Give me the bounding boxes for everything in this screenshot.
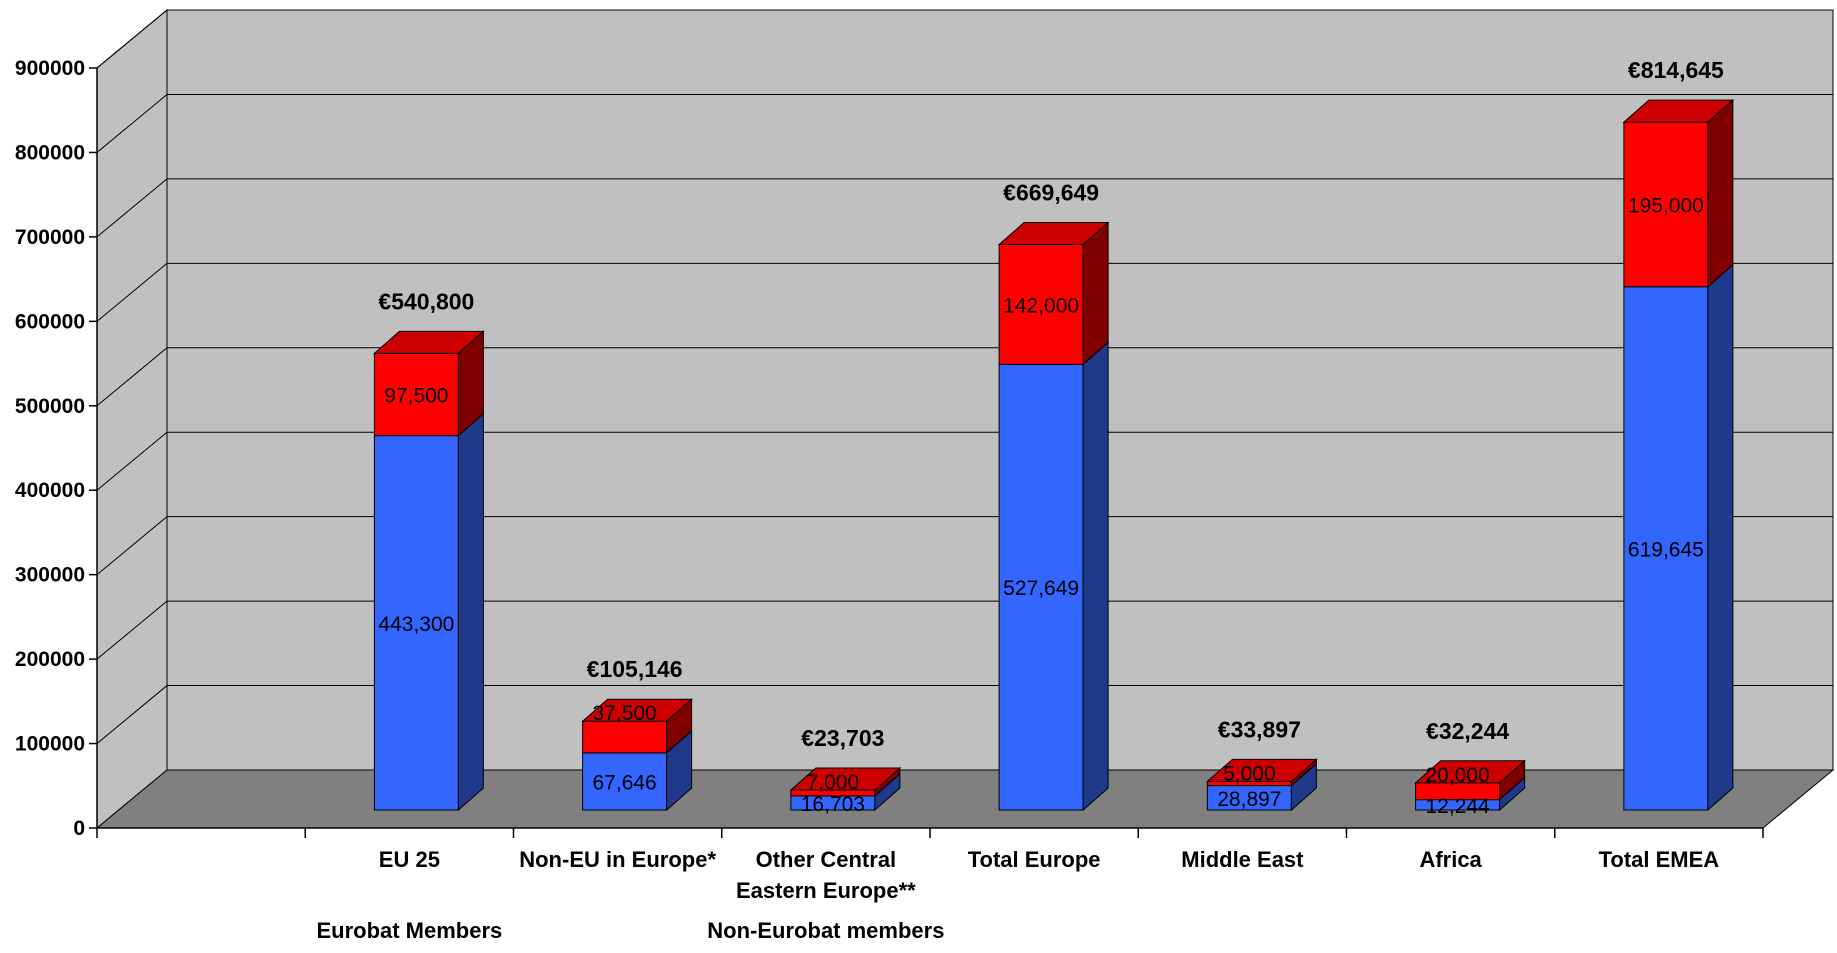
- total-label: €540,800: [378, 288, 474, 314]
- bar-top-series-2: [997, 222, 1110, 246]
- gridline: [96, 9, 1833, 69]
- x-tick-label: EU 25: [379, 847, 440, 872]
- total-label: €32,244: [1426, 718, 1509, 744]
- gridlines: [96, 9, 1833, 744]
- x-tick-label: Non-EU in Europe*: [519, 847, 716, 872]
- data-label-series-1: 16,703: [801, 793, 865, 816]
- gridline: [96, 262, 1833, 322]
- total-label: €814,645: [1628, 57, 1724, 83]
- x-tick-label: Other Central: [756, 847, 897, 872]
- bar-top-series-2: [1622, 99, 1735, 123]
- bar-top-series-2: [373, 330, 485, 354]
- bar-segment-series-1: [1206, 785, 1292, 811]
- x-tick-label: Africa: [1419, 847, 1482, 872]
- bar-side-series-2: [1707, 98, 1734, 288]
- data-label-series-2: 7,000: [807, 771, 860, 794]
- data-label-series-1: 12,244: [1426, 795, 1491, 818]
- axes: 0 100000 200000 300000 400000 500000 600000 700…: [15, 57, 1764, 943]
- gridline: [96, 93, 1833, 153]
- bar-segment-series-2: [998, 244, 1084, 365]
- data-label-series-2: 20,000: [1426, 764, 1490, 787]
- bar-top-series-2: [581, 698, 693, 722]
- group-label: Eurobat Members: [316, 918, 502, 943]
- x-tick-label: Middle East: [1181, 847, 1304, 872]
- data-label-series-2: 142,000: [1003, 294, 1079, 317]
- bar-top-series-2: [789, 767, 902, 791]
- gridline: [96, 431, 1833, 491]
- x-tick-label: Eastern Europe**: [736, 878, 916, 903]
- chart-walls: [95, 8, 1835, 830]
- bar-segment-series-2: [373, 352, 459, 437]
- gridline: [96, 600, 1833, 660]
- gridline: [96, 347, 1833, 407]
- group-label: Non-Eurobat members: [707, 918, 944, 943]
- bar-segment-series-1: [998, 363, 1084, 811]
- bar-side-series-1: [1707, 263, 1734, 812]
- data-label-series-2: 97,500: [384, 384, 448, 407]
- data-label-series-1: 67,646: [593, 771, 657, 794]
- y-tick-label: 400000: [15, 479, 85, 502]
- y-tick-label: 300000: [15, 564, 85, 587]
- bar-segment-series-1: [1623, 286, 1709, 811]
- bar-side-series-1: [1082, 341, 1109, 812]
- y-tick-label: 500000: [15, 395, 85, 418]
- bar-segment-series-2: [582, 720, 668, 754]
- y-tick-label: 900000: [15, 57, 85, 80]
- y-tick-label: 600000: [15, 310, 85, 333]
- data-label-series-1: 443,300: [378, 613, 454, 636]
- total-label: €23,703: [801, 725, 884, 751]
- bar-side-series-1: [457, 412, 484, 812]
- bars: [373, 98, 1735, 812]
- data-label-series-1: 619,645: [1628, 538, 1704, 561]
- total-label: €33,897: [1218, 716, 1301, 742]
- side-wall: [96, 8, 168, 830]
- data-label-series-1: 527,649: [1003, 577, 1079, 600]
- gridline: [96, 685, 1833, 744]
- data-label-series-2: 5,000: [1223, 762, 1276, 785]
- total-label: €669,649: [1003, 180, 1099, 206]
- x-tick-label: Total EMEA: [1599, 847, 1720, 872]
- y-tick-label: 800000: [15, 141, 85, 164]
- data-label-series-2: 37,500: [593, 702, 657, 725]
- bar-top-series-2: [1414, 760, 1526, 784]
- bar-top-series-2: [1206, 758, 1318, 782]
- gridline: [96, 178, 1833, 238]
- bar-segment-series-1: [582, 752, 668, 811]
- bar-segment-series-2: [1623, 121, 1709, 288]
- y-tick-label: 0: [73, 817, 85, 840]
- y-tick-label: 700000: [15, 226, 85, 249]
- bar-side-series-2: [1082, 221, 1109, 366]
- y-tick-label: 200000: [15, 648, 85, 671]
- data-label-series-2: 195,000: [1628, 194, 1704, 217]
- data-label-series-1: 28,897: [1217, 788, 1281, 811]
- floor: [95, 769, 1835, 829]
- total-label: €105,146: [587, 656, 683, 682]
- y-tick-label: 100000: [15, 733, 85, 756]
- labels: 443,300 97,500 €540,800 67,646 37,500 €105,14…: [378, 57, 1724, 818]
- x-tick-label: Total Europe: [968, 847, 1101, 872]
- gridline: [96, 516, 1833, 576]
